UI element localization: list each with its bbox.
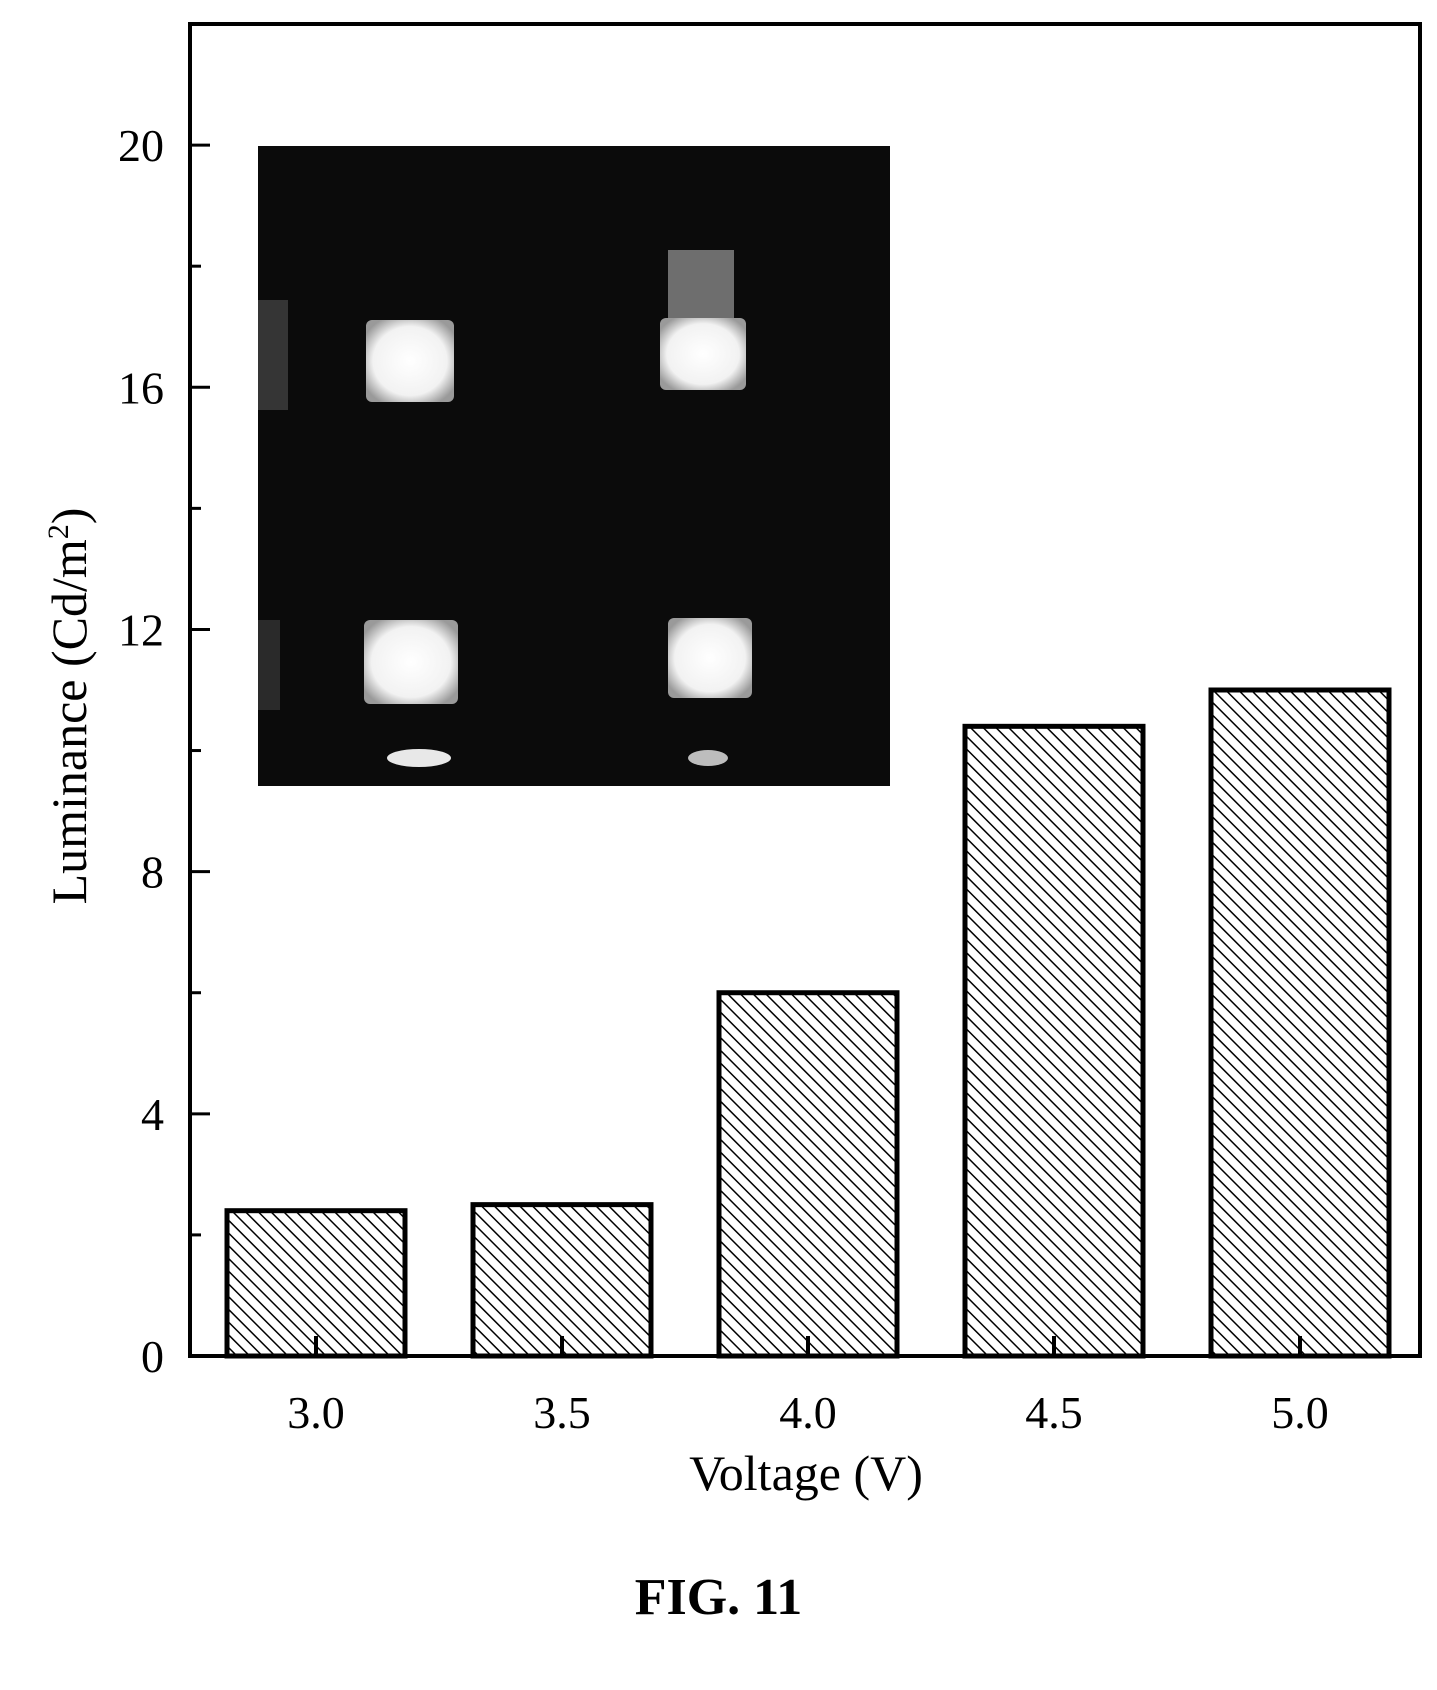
x-tick-label: 4.0 <box>779 1387 837 1438</box>
y-tick-label: 20 <box>118 120 164 171</box>
x-tick-label: 4.5 <box>1025 1387 1083 1438</box>
y-tick-label: 0 <box>141 1331 164 1382</box>
bars <box>224 687 1392 1359</box>
y-tick-label: 4 <box>141 1089 164 1140</box>
bar-4-5v <box>962 723 1146 1359</box>
emission-spot <box>364 620 458 704</box>
emission-spot <box>660 318 746 390</box>
y-axis-title: Luminance (Cd/m2) <box>41 508 97 905</box>
bar-4-0v <box>716 990 900 1359</box>
x-tick-label: 5.0 <box>1271 1387 1329 1438</box>
x-tick-label: 3.0 <box>287 1387 345 1438</box>
x-axis-title: Voltage (V) <box>689 1445 923 1501</box>
bar-3-5v <box>470 1202 654 1359</box>
y-tick-label: 12 <box>118 604 164 655</box>
x-axis-ticks: 3.0 3.5 4.0 4.5 5.0 <box>287 1336 1329 1438</box>
emission-spot <box>668 618 752 698</box>
y-axis-ticks: 0 4 8 12 16 20 <box>118 120 210 1382</box>
bar-5-0v <box>1208 687 1392 1359</box>
y-tick-label: 16 <box>118 362 164 413</box>
y-tick-label: 8 <box>141 847 164 898</box>
figure-caption: FIG. 11 <box>634 1569 803 1626</box>
x-tick-label: 3.5 <box>533 1387 591 1438</box>
emission-spot <box>366 320 454 402</box>
inset-photo <box>258 146 890 786</box>
bar-3-0v <box>224 1208 408 1359</box>
